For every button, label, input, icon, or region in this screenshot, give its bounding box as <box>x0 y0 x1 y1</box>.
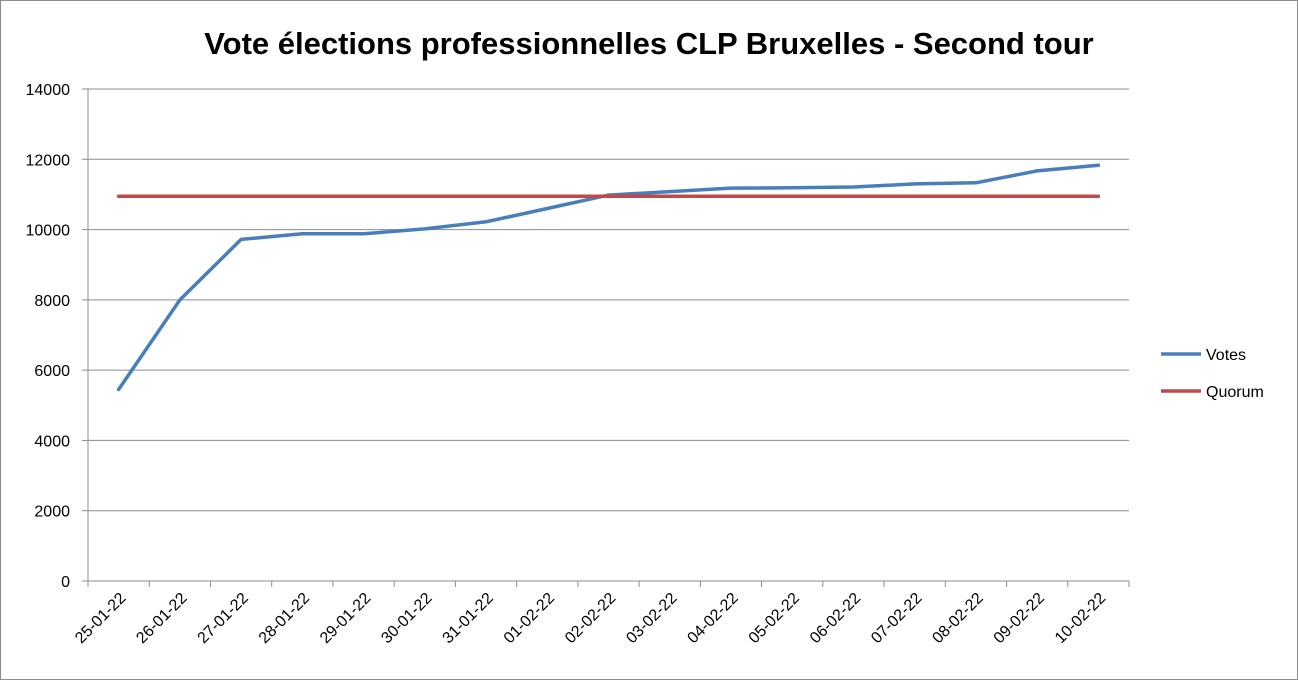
series-lines <box>116 163 1101 392</box>
x-tick-label: 26-01-22 <box>133 590 190 647</box>
y-tick-label: 0 <box>61 574 70 591</box>
legend-label-quorum: Quorum <box>1206 384 1264 401</box>
y-tick-labels: 0 2000 4000 6000 8000 10000 12000 14000 <box>26 82 71 591</box>
x-tick-label: 31-01-22 <box>440 590 497 647</box>
x-tick-label: 06-02-22 <box>807 590 864 647</box>
x-tick-label: 28-01-22 <box>256 590 313 647</box>
y-tick-label: 14000 <box>26 82 71 99</box>
y-tick-label: 10000 <box>26 223 71 240</box>
x-tick-label: 01-02-22 <box>501 590 558 647</box>
x-tick-label: 04-02-22 <box>684 590 741 647</box>
legend: Votes Quorum <box>1161 347 1264 401</box>
y-tick-label: 8000 <box>34 293 70 310</box>
x-tick-label: 27-01-22 <box>195 590 252 647</box>
x-tick-label: 07-02-22 <box>868 590 925 647</box>
x-tick-label: 02-02-22 <box>562 590 619 647</box>
y-tick-label: 4000 <box>34 433 70 450</box>
legend-label-votes: Votes <box>1206 347 1246 364</box>
y-tick-label: 2000 <box>34 504 70 521</box>
x-tick-label: 03-02-22 <box>623 590 680 647</box>
x-tick-label: 30-01-22 <box>378 590 435 647</box>
x-tick-label: 08-02-22 <box>929 590 986 647</box>
gridlines <box>88 88 1129 512</box>
y-tick-label: 12000 <box>26 152 71 169</box>
chart-title: Vote élections professionnelles CLP Brux… <box>204 26 1093 61</box>
y-tick-label: 6000 <box>34 363 70 380</box>
x-tick-label: 10-02-22 <box>1052 590 1109 647</box>
series-line-votes <box>116 163 1101 392</box>
x-tick-label: 25-01-22 <box>72 590 129 647</box>
x-tick-label: 29-01-22 <box>317 590 374 647</box>
x-tick-label: 05-02-22 <box>746 590 803 647</box>
x-tick-labels: 25-01-22 26-01-22 27-01-22 28-01-22 29-01-22… <box>72 590 1109 647</box>
x-tick-label: 09-02-22 <box>991 590 1048 647</box>
axes <box>82 88 1130 587</box>
